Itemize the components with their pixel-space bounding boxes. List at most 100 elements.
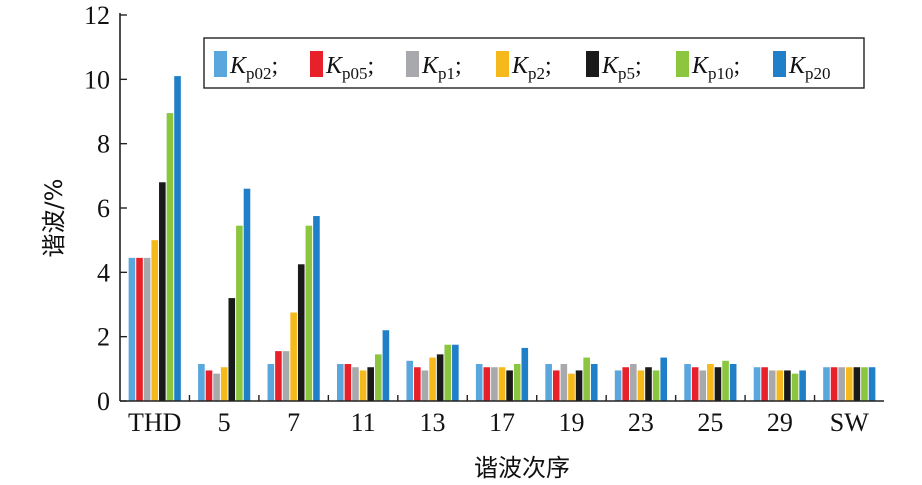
bar-Kp05-29	[761, 367, 768, 401]
legend: Kp02; Kp05; Kp1; Kp2; Kp5; Kp10; Kp20	[203, 37, 865, 89]
x-tick-label: THD	[128, 408, 181, 437]
bar-Kp02-13	[406, 360, 414, 401]
legend-swatch-Kp02	[214, 51, 227, 77]
bar-Kp05-25	[691, 367, 699, 401]
bar-Kp20-13	[452, 344, 459, 401]
y-tick-label: 12	[84, 1, 110, 30]
bar-Kp02-29	[753, 367, 761, 401]
bar-Kp5-17	[506, 370, 513, 401]
bar-Kp1-23	[630, 364, 637, 401]
bar-Kp5-23	[645, 367, 652, 401]
bars-layer	[128, 76, 876, 402]
bar-Kp1-SW	[838, 367, 845, 401]
y-tick-label: 10	[84, 65, 110, 94]
legend-swatch-Kp20	[773, 51, 786, 77]
x-tick-label: 29	[767, 408, 793, 437]
legend-entry-Kp1: Kp1;	[421, 53, 462, 83]
bar-Kp5-25	[714, 367, 722, 401]
bar-Kp1-5	[213, 373, 220, 401]
bar-Kp2-17	[498, 367, 506, 401]
bar-Kp2-13	[429, 357, 436, 401]
bar-Kp05-SW	[830, 367, 838, 401]
bar-Kp02-7	[267, 364, 275, 401]
bar-Kp02-THD	[128, 257, 136, 401]
x-tick-label: SW	[830, 408, 869, 437]
bar-Kp1-THD	[143, 257, 151, 401]
bar-Kp5-13	[436, 354, 444, 401]
bar-Kp10-29	[791, 373, 799, 401]
bar-Kp02-5	[198, 364, 205, 401]
x-ticks: THD 5 7 11 13 17 19 23 25 29 SW	[128, 395, 869, 437]
bar-Kp10-19	[583, 357, 590, 401]
bar-Kp20-17	[521, 347, 529, 401]
bar-Kp2-25	[707, 364, 714, 401]
legend-swatch-Kp1	[406, 51, 419, 77]
bar-Kp1-7	[282, 351, 290, 401]
y-axis-label: 谐波/%	[40, 179, 68, 258]
y-ticks: 0 2 4 6 8 10 12	[84, 1, 127, 416]
legend-entry-Kp05: Kp05;	[325, 53, 374, 83]
bar-Kp05-THD	[136, 257, 143, 401]
bar-Kp05-5	[205, 370, 213, 401]
y-tick-label: 8	[97, 130, 110, 159]
bar-Kp1-19	[560, 364, 568, 401]
y-tick-label: 4	[97, 258, 110, 287]
bar-Kp10-5	[236, 225, 243, 401]
bar-Kp2-19	[568, 373, 575, 401]
x-axis-label: 谐波次序	[474, 454, 570, 482]
x-tick-label: 7	[287, 408, 300, 437]
bar-Kp20-5	[243, 188, 251, 401]
bar-Kp10-25	[722, 360, 729, 401]
bar-Kp10-23	[652, 370, 660, 401]
bar-Kp2-THD	[151, 240, 159, 401]
bar-Kp20-11	[382, 330, 390, 401]
bar-Kp02-17	[475, 364, 483, 401]
bar-Kp2-SW	[845, 367, 853, 401]
bar-Kp02-SW	[823, 367, 830, 401]
x-tick-label: 19	[558, 408, 584, 437]
bar-Kp2-23	[637, 370, 645, 401]
bar-Kp1-17	[491, 367, 498, 401]
bar-Kp20-19	[590, 364, 598, 401]
bar-Kp05-17	[483, 367, 491, 401]
bar-Kp02-25	[684, 364, 691, 401]
bar-Kp10-17	[513, 364, 521, 401]
bar-Kp10-THD	[166, 113, 174, 402]
legend-swatch-Kp2	[496, 51, 509, 77]
bar-Kp02-23	[614, 370, 622, 401]
bar-Kp02-19	[545, 364, 552, 401]
bar-Kp10-SW	[861, 367, 868, 401]
bar-Kp1-13	[421, 370, 429, 401]
bar-Kp10-13	[444, 344, 452, 401]
bar-Kp05-7	[275, 351, 282, 401]
bar-Kp10-7	[305, 225, 313, 401]
legend-entry-Kp5: Kp5;	[601, 53, 642, 83]
x-tick-label: 23	[628, 408, 654, 437]
bar-Kp1-29	[768, 370, 776, 401]
bar-Kp2-5	[220, 367, 228, 401]
bar-Kp5-SW	[853, 367, 861, 401]
bar-Kp1-11	[352, 367, 359, 401]
legend-swatch-Kp10	[676, 51, 689, 77]
bar-Kp5-7	[297, 264, 305, 401]
x-tick-label: 11	[351, 408, 376, 437]
bar-Kp20-25	[729, 364, 737, 401]
bar-Kp5-5	[228, 298, 236, 401]
legend-entry-Kp2: Kp2;	[511, 53, 552, 83]
legend-entry-Kp10: Kp10;	[691, 53, 740, 83]
bar-Kp20-7	[313, 216, 320, 401]
y-tick-label: 0	[97, 387, 110, 416]
bar-Kp20-SW	[868, 367, 876, 401]
legend-entry-Kp20: Kp20	[788, 53, 831, 83]
x-tick-label: 5	[218, 408, 231, 437]
y-tick-label: 6	[97, 194, 110, 223]
bar-Kp05-11	[344, 364, 352, 401]
bar-Kp05-23	[622, 367, 630, 401]
bar-Kp10-11	[374, 354, 382, 401]
bar-Kp5-THD	[159, 182, 166, 401]
bar-Kp2-29	[776, 370, 784, 401]
bar-Kp1-25	[699, 370, 707, 401]
x-tick-label: 17	[489, 408, 515, 437]
x-tick-label: 25	[697, 408, 723, 437]
